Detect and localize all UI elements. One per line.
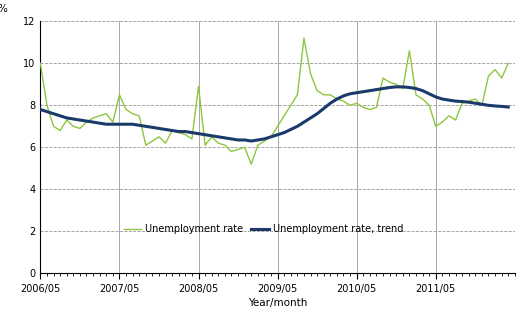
Line: Unemployment rate, trend: Unemployment rate, trend	[40, 87, 508, 141]
Unemployment rate, trend	[393, 85, 399, 89]
Unemployment rate, trend	[196, 132, 202, 135]
X-axis label: Year/month: Year/month	[248, 298, 307, 308]
Unemployment rate	[479, 104, 485, 107]
Unemployment rate, trend	[505, 105, 511, 109]
Unemployment rate	[103, 112, 110, 116]
Unemployment rate	[367, 108, 373, 111]
Unemployment rate	[314, 89, 320, 93]
Text: %: %	[0, 4, 8, 14]
Unemployment rate	[347, 104, 353, 107]
Unemployment rate	[37, 61, 44, 65]
Unemployment rate, trend	[340, 94, 347, 98]
Unemployment rate	[196, 85, 202, 88]
Unemployment rate, trend	[103, 122, 110, 126]
Unemployment rate, trend	[360, 90, 366, 94]
Legend: Unemployment rate, Unemployment rate, trend: Unemployment rate, Unemployment rate, tr…	[120, 220, 407, 238]
Unemployment rate, trend	[37, 108, 44, 111]
Unemployment rate	[505, 61, 511, 65]
Unemployment rate	[301, 36, 307, 40]
Unemployment rate	[248, 162, 254, 166]
Line: Unemployment rate: Unemployment rate	[40, 38, 508, 164]
Unemployment rate, trend	[248, 139, 254, 143]
Unemployment rate, trend	[307, 116, 313, 120]
Unemployment rate, trend	[479, 102, 485, 106]
